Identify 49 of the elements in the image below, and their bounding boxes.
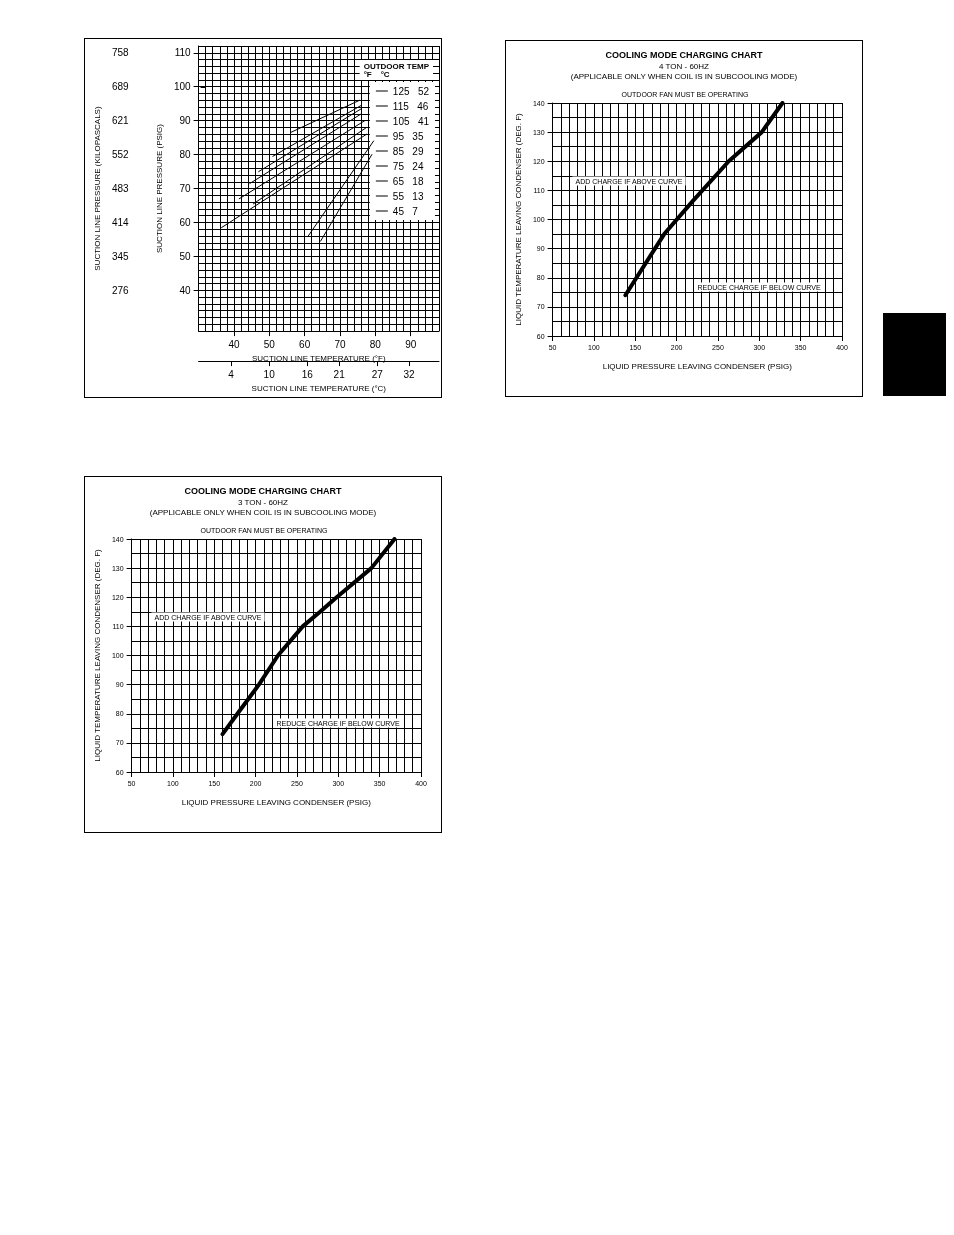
y2-tick-label: 552 (111, 148, 130, 160)
x2-tick-label: 32 (403, 368, 416, 380)
y-axis-title: LIQUID TEMPERATURE LEAVING CONDENSER (DEG. F) (513, 112, 523, 326)
x-tick-label: 80 (369, 338, 382, 350)
legend-label: 105 41 (392, 115, 430, 127)
x-tick-label: 60 (299, 338, 311, 350)
y-tick-label: 40 (179, 284, 192, 296)
legend-label: 115 46 (392, 100, 429, 112)
x-tick-label: 40 (228, 338, 240, 350)
x-tick-label: 50 (263, 338, 276, 350)
chart-subtitle: 3 TON - 60HZ (APPLICABLE ONLY WHEN COIL IS IN SUBCOOLING MODE) (149, 497, 377, 517)
x-tick-label: 90 (405, 338, 417, 350)
y2-tick-label: 345 (111, 250, 130, 262)
chart-subtitle: 4 TON - 60HZ (APPLICABLE ONLY WHEN COIL IS IN SUBCOOLING MODE) (570, 61, 798, 81)
x2-tick-label: 16 (301, 368, 314, 380)
y-tick-label: 100 (173, 81, 192, 93)
y2-tick-label: 483 (111, 182, 130, 194)
legend-label: 85 29 (392, 145, 424, 157)
legend-label: 45 7 (392, 205, 419, 217)
y-axis-title: SUCTION LINE PRESSURE (PSIG) (154, 123, 164, 254)
y-tick-label: 70 (179, 183, 192, 195)
legend-label: 125 52 (392, 85, 430, 97)
y2-tick-label: 414 (111, 216, 130, 228)
legend-label: 55 13 (392, 190, 424, 202)
x2-tick-label: 10 (263, 368, 276, 380)
x2-tick-label: 27 (371, 368, 384, 380)
y2-tick-label: 621 (111, 114, 130, 126)
y-tick-label: 80 (179, 149, 192, 161)
x-axis-title: LIQUID PRESSURE LEAVING CONDENSER (PSIG) (602, 361, 793, 371)
x-axis-title: LIQUID PRESSURE LEAVING CONDENSER (PSIG) (181, 797, 372, 807)
y-tick-label: 110 (174, 47, 192, 59)
y2-tick-label: 276 (111, 284, 130, 296)
x2-tick-label: 4 (228, 368, 235, 380)
chart-title: COOLING MODE CHARGING CHART (184, 485, 342, 496)
y-axis-title: LIQUID TEMPERATURE LEAVING CONDENSER (DEG. F) (92, 548, 102, 762)
y-tick-label: 60 (179, 216, 192, 228)
y2-axis-title: SUCTION LINE PRESSURE (KILOPASCALS) (92, 106, 102, 271)
x2-axis-title: SUCTION LINE TEMPERATURE (°C) (251, 383, 387, 393)
x-tick-label: 70 (334, 338, 346, 350)
x2-tick-label: 21 (333, 368, 346, 380)
y2-tick-label: 758 (111, 47, 130, 59)
chart-title: COOLING MODE CHARGING CHART (605, 49, 763, 60)
legend-label: 95 35 (392, 130, 424, 142)
y-tick-label: 50 (179, 250, 192, 262)
legend-label: 75 24 (392, 160, 424, 172)
y-tick-label: 90 (179, 115, 192, 127)
legend-label: 65 18 (392, 175, 424, 187)
legend-title: OUTDOOR TEMP °F °C (363, 61, 430, 79)
y2-tick-label: 689 (111, 81, 130, 93)
